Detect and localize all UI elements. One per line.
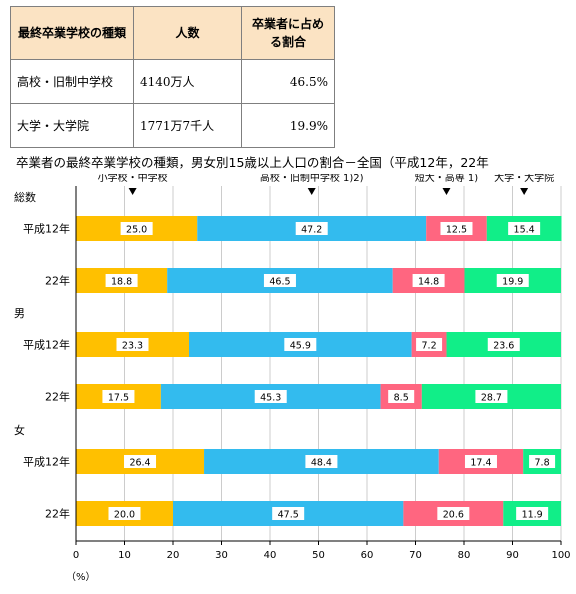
chart-title: 卒業者の最終卒業学校の種類，男女別15歳以上人口の割合－全国（平成12年，22年 <box>16 155 489 170</box>
series-label: 大学・大学院 <box>494 174 554 184</box>
data-label: 20.0 <box>114 510 135 521</box>
data-label-bg <box>487 338 520 351</box>
data-label: 7.2 <box>422 341 437 352</box>
data-label-bg <box>516 507 549 520</box>
series-marker <box>520 188 529 195</box>
data-label-bg <box>464 455 497 468</box>
series-marker <box>442 188 451 195</box>
table-row: 大学・大学院 1771万7千人 19.9% <box>10 103 335 148</box>
data-label: 28.7 <box>481 393 502 404</box>
header-count: 人数 <box>133 6 242 60</box>
x-unit-label: （%） <box>66 571 96 583</box>
data-label: 23.3 <box>122 341 143 352</box>
data-label-bg <box>475 390 508 403</box>
data-label-bg <box>284 338 317 351</box>
header-school-type: 最終卒業学校の種類 <box>10 6 134 60</box>
cell-school-type: 大学・大学院 <box>10 103 134 148</box>
cell-share: 19.9% <box>241 103 335 148</box>
data-label: 15.4 <box>514 225 535 236</box>
data-label: 47.5 <box>278 510 299 521</box>
data-label: 14.8 <box>418 277 439 288</box>
data-label: 48.4 <box>311 458 332 469</box>
series-label: 小学校・中学校 <box>98 174 168 184</box>
cell-count: 4140万人 <box>133 59 242 104</box>
data-label-bg <box>388 390 415 403</box>
row-label: 平成12年 <box>23 455 70 469</box>
data-label-bg <box>305 455 338 468</box>
x-tick-label: 100 <box>551 550 570 561</box>
cell-count: 1771万7千人 <box>133 103 242 148</box>
data-label-bg <box>263 274 296 287</box>
data-label: 20.6 <box>443 510 464 521</box>
data-label: 8.5 <box>394 393 409 404</box>
data-label: 25.0 <box>126 225 147 236</box>
data-label-bg <box>272 507 305 520</box>
x-tick-label: 20 <box>167 550 180 561</box>
data-label: 45.9 <box>290 341 311 352</box>
row-label: 平成12年 <box>23 222 70 236</box>
x-tick-label: 60 <box>361 550 374 561</box>
cell-school-type: 高校・旧制中学校 <box>10 59 134 104</box>
data-label: 11.9 <box>522 510 543 521</box>
data-label-bg <box>508 222 541 235</box>
data-label-bg <box>116 338 149 351</box>
data-label: 23.6 <box>493 341 514 352</box>
data-label-bg <box>295 222 328 235</box>
x-tick-label: 10 <box>118 550 131 561</box>
row-label: 22年 <box>45 274 70 288</box>
data-label: 46.5 <box>269 277 290 288</box>
stacked-bar-chart: 小学校・中学校 高校・旧制中学校 1)2) 短大・高専 1) 大学・大学院総数平成12… <box>14 174 571 583</box>
data-label-bg <box>437 507 470 520</box>
series-label: 高校・旧制中学校 1)2) <box>260 174 364 184</box>
x-tick-label: 40 <box>264 550 277 561</box>
data-label-bg <box>102 390 135 403</box>
data-label: 18.8 <box>111 277 132 288</box>
row-label: 22年 <box>45 390 70 404</box>
group-label: 総数 <box>14 190 36 204</box>
data-label: 45.3 <box>260 393 281 404</box>
x-tick-label: 50 <box>312 550 325 561</box>
data-label: 7.8 <box>535 458 550 469</box>
data-label-bg <box>105 274 138 287</box>
x-tick-label: 0 <box>73 550 79 561</box>
data-label: 19.9 <box>502 277 523 288</box>
data-label-bg <box>412 274 445 287</box>
x-tick-label: 70 <box>409 550 422 561</box>
header-share: 卒業者に占める割合 <box>241 6 335 60</box>
table-row: 高校・旧制中学校 4140万人 46.5% <box>10 59 335 104</box>
data-label-bg <box>440 222 473 235</box>
series-label: 短大・高専 1) <box>415 174 479 184</box>
data-label-bg <box>416 338 443 351</box>
data-label: 12.5 <box>446 225 467 236</box>
data-label-bg <box>496 274 529 287</box>
data-label: 17.5 <box>108 393 129 404</box>
data-label-bg <box>124 455 157 468</box>
group-label: 女 <box>14 423 25 437</box>
row-label: 22年 <box>45 507 70 521</box>
cell-share: 46.5% <box>241 59 335 104</box>
x-tick-label: 30 <box>215 550 228 561</box>
data-label-bg <box>120 222 153 235</box>
summary-table: 最終卒業学校の種類 人数 卒業者に占める割合 高校・旧制中学校 4140万人 4… <box>10 6 335 148</box>
row-label: 平成12年 <box>23 338 70 352</box>
x-tick-label: 90 <box>506 550 519 561</box>
data-label: 26.4 <box>129 458 150 469</box>
data-label-bg <box>254 390 287 403</box>
group-label: 男 <box>14 307 25 320</box>
data-label-bg <box>108 507 141 520</box>
data-label-bg <box>529 455 556 468</box>
series-marker <box>307 188 316 195</box>
data-label: 17.4 <box>470 458 491 469</box>
x-tick-label: 80 <box>458 550 471 561</box>
data-label: 47.2 <box>301 225 322 236</box>
series-marker <box>128 188 137 195</box>
